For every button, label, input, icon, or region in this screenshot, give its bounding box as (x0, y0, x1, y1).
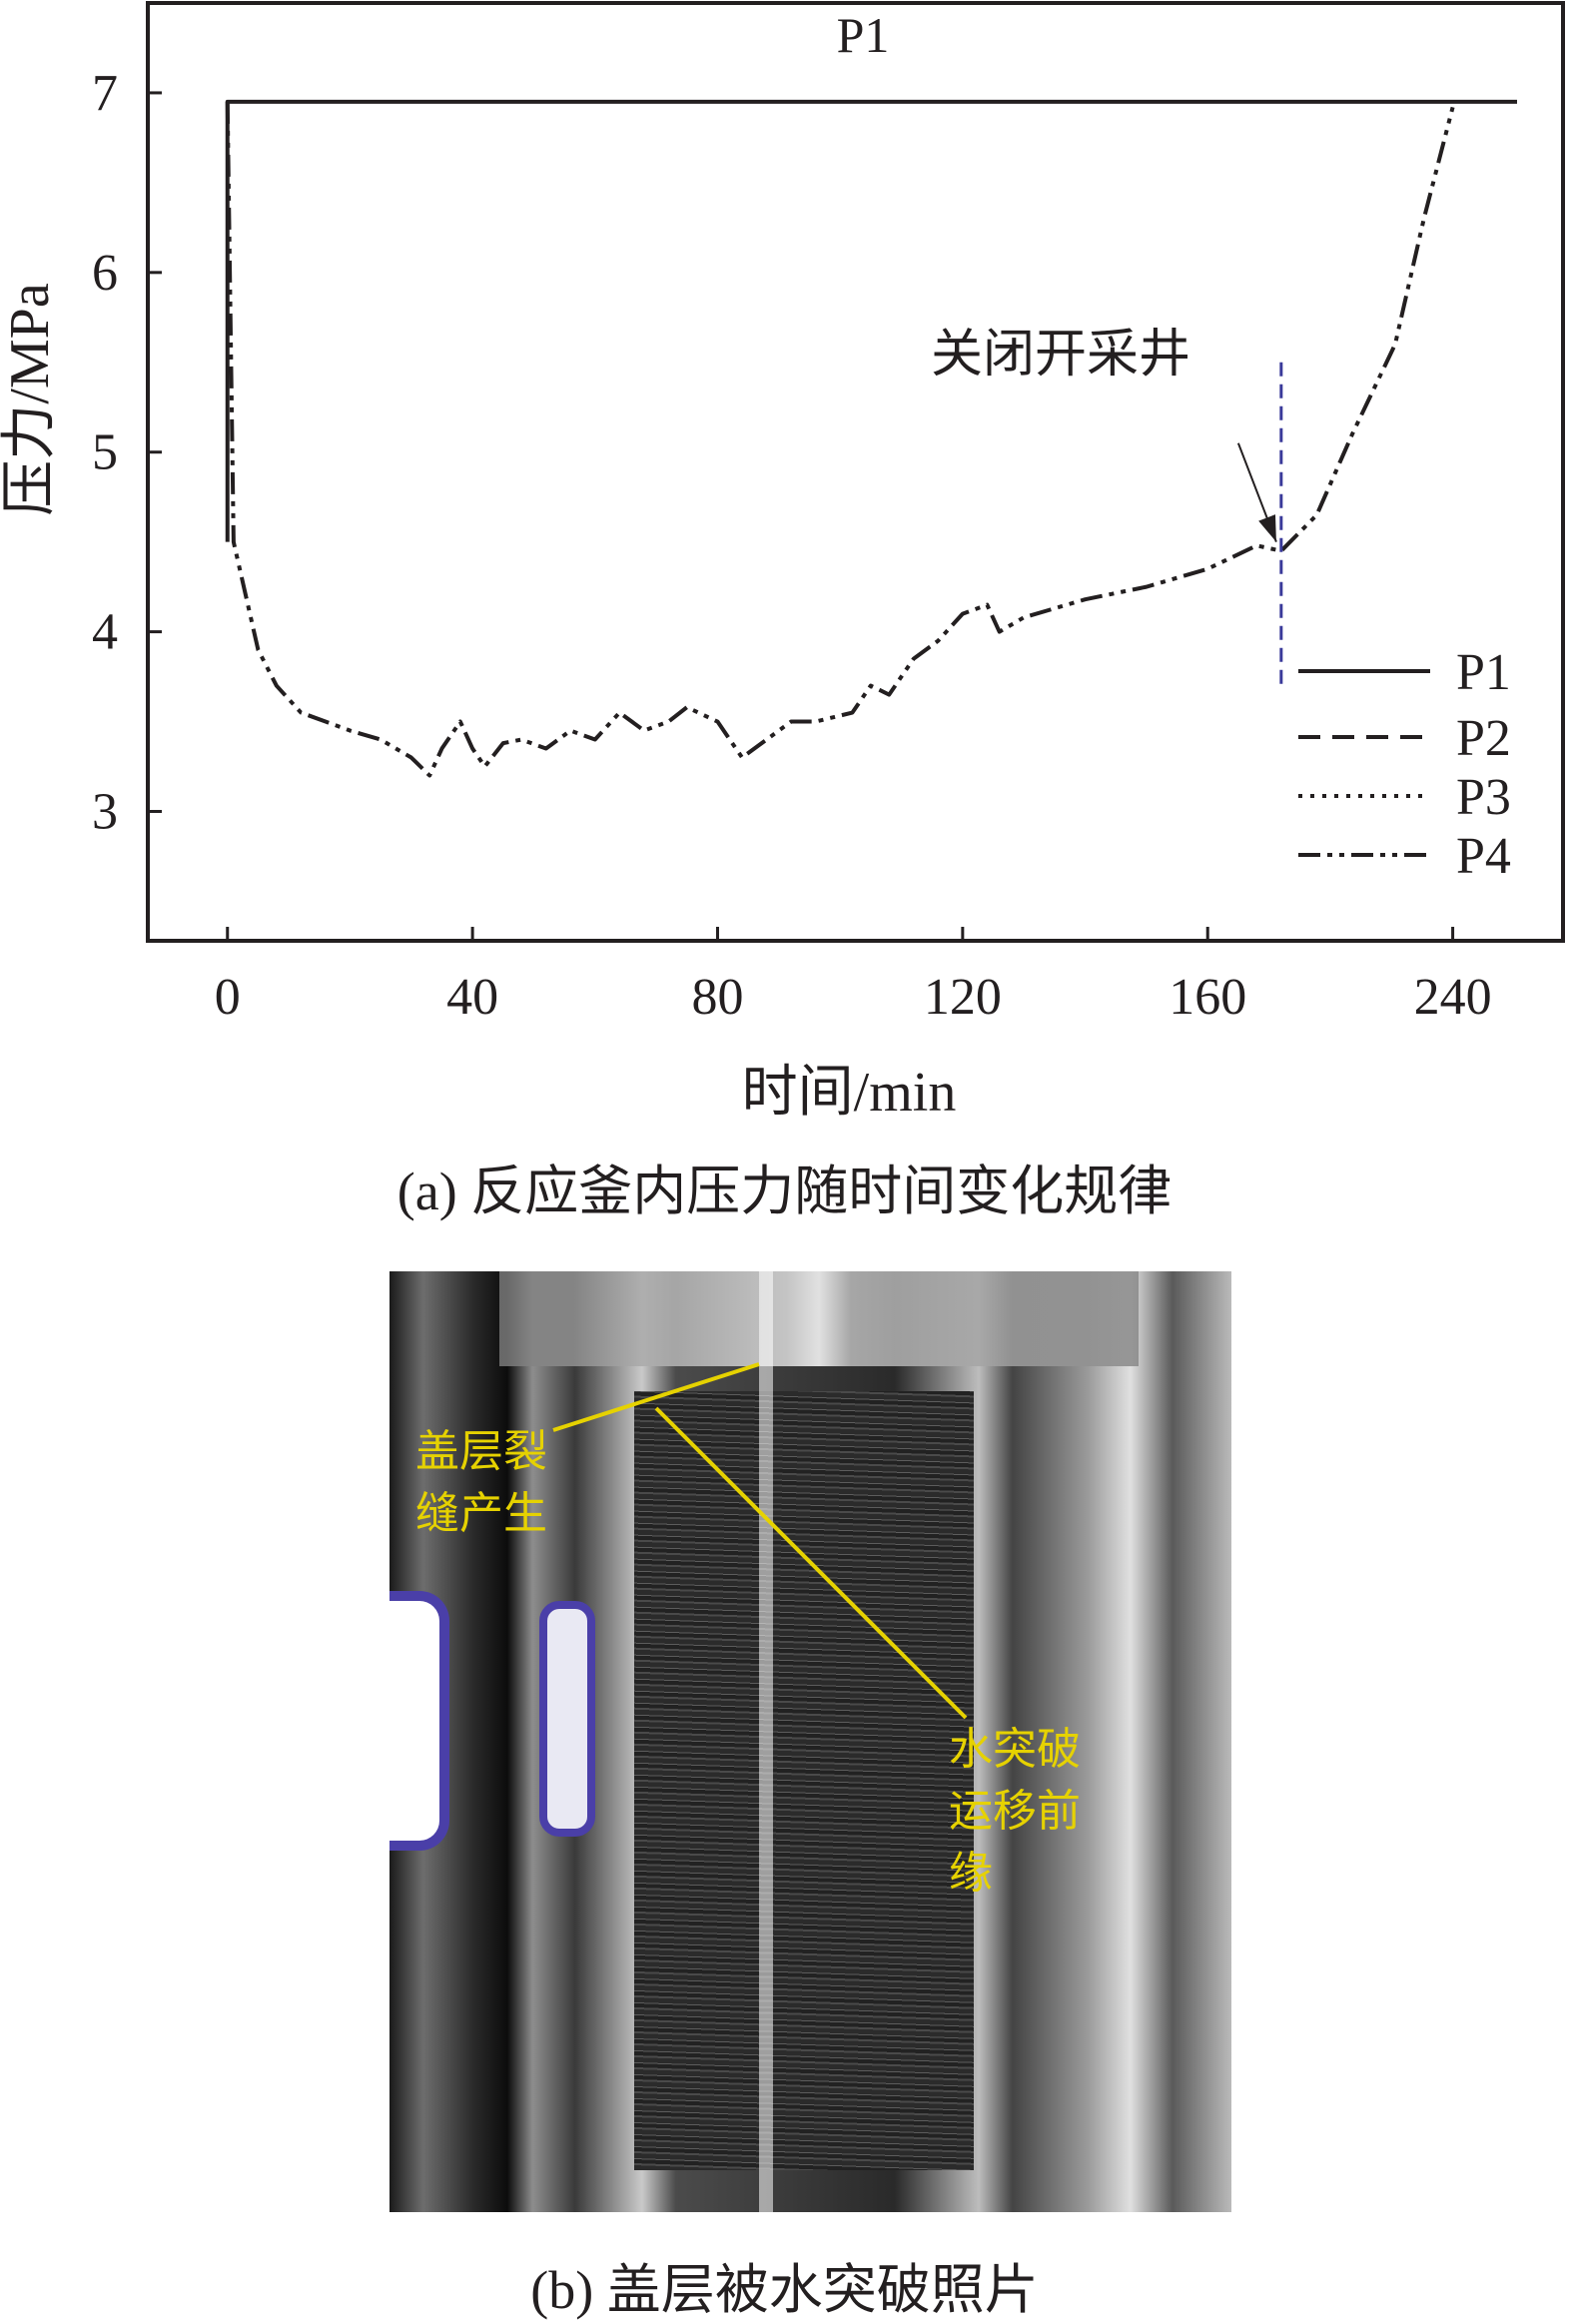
label-line: 水突破 (949, 1724, 1081, 1775)
blue-label-sticker (390, 1591, 449, 1851)
y-tick-label: 4 (92, 604, 118, 661)
x-tick-label: 120 (924, 969, 1002, 1026)
label-line: 缘 (949, 1848, 993, 1899)
x-tick-label: 0 (215, 969, 241, 1026)
caption-a: (a) 反应釜内压力随时间变化规律 (396, 1162, 1173, 1221)
label-line: 盖层裂 (415, 1426, 547, 1477)
legend-label-p4: P4 (1456, 828, 1511, 885)
label-line: 运移前 (949, 1786, 1081, 1837)
x-tick-label: 80 (691, 969, 743, 1026)
arrow-head-icon (1258, 514, 1276, 542)
x-axis-label: 时间/min (742, 1062, 957, 1124)
label-cap-fracture: 盖层裂 缝产生 (415, 1421, 547, 1545)
cylinder-top (499, 1271, 1139, 1366)
label-water-front: 水突破 运移前 缘 (949, 1719, 1081, 1905)
x-tick-label: 240 (1414, 969, 1492, 1026)
x-tick-label: 40 (446, 969, 498, 1026)
x-tick-label: 160 (1169, 969, 1246, 1026)
glare-highlight (759, 1271, 773, 2212)
pressure-chart: P1 0 40 80 120 160 240 3 4 5 6 7 时间/min 压力/MPa 关闭… (0, 1, 1565, 1124)
legend-label-p1: P1 (1456, 644, 1511, 701)
y-tick-label: 7 (92, 65, 118, 122)
series-p4-line (225, 101, 1455, 778)
series-p1-line (225, 99, 1517, 542)
label-line: 缝产生 (415, 1488, 547, 1539)
blue-label-sticker-reflection (539, 1601, 595, 1837)
plot-frame (146, 1, 1565, 943)
rock-sample (634, 1391, 974, 2170)
chart-title: P1 (837, 7, 890, 63)
pointer-line-fracture (552, 1362, 760, 1432)
legend-label-p3: P3 (1456, 769, 1511, 826)
y-tick-label: 3 (92, 783, 118, 840)
caption-b: (b) 盖层被水突破照片 (530, 2260, 1039, 2320)
y-axis-label: 压力/MPa (0, 283, 61, 515)
legend-label-p2: P2 (1456, 710, 1511, 767)
annotation-shut-in-label: 关闭开采井 (931, 327, 1190, 384)
y-tick-label: 5 (92, 424, 118, 481)
pointer-line-water-front (654, 1406, 968, 1720)
y-tick-label: 6 (92, 245, 118, 302)
cap-rock-photo: 盖层裂 缝产生 水突破 运移前 缘 (390, 1271, 1231, 2212)
